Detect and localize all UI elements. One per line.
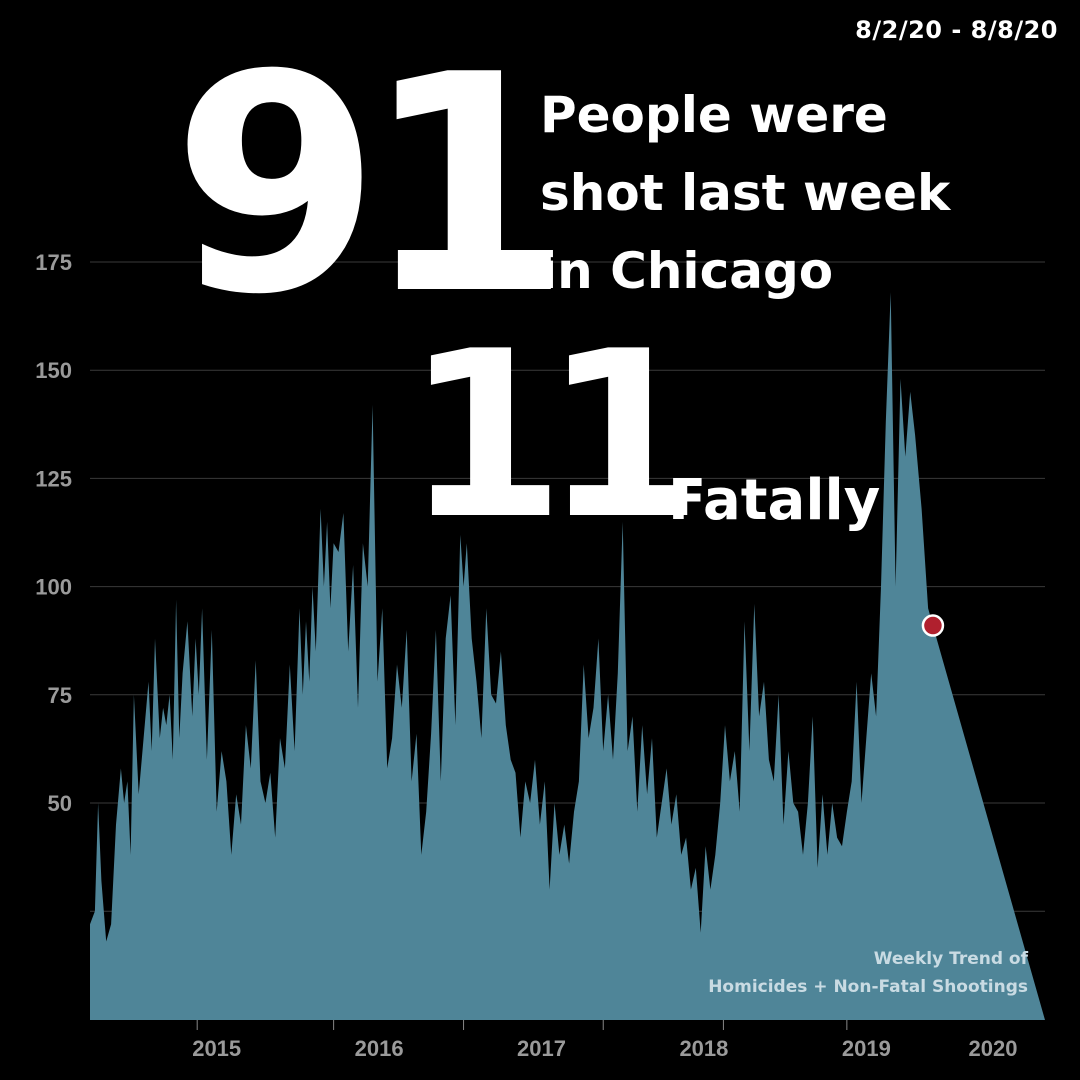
- current-week-marker: [921, 614, 945, 637]
- y-axis: 50 75 100 125 150 175: [35, 250, 72, 816]
- shot-count: 91: [172, 11, 572, 360]
- y-tick-label: 175: [35, 250, 72, 275]
- chart-area-series: [90, 292, 1045, 1020]
- x-tick-label: 2017: [517, 1036, 566, 1061]
- fatal-label: Fatally: [668, 468, 881, 533]
- x-tick-label: 2016: [355, 1036, 404, 1061]
- y-tick-label: 125: [35, 466, 72, 491]
- y-tick-label: 75: [48, 683, 72, 708]
- caption-line: Homicides + Non-Fatal Shootings: [708, 977, 1028, 997]
- headline-line: People were: [540, 86, 888, 144]
- y-tick-label: 50: [48, 791, 72, 816]
- caption-line: Weekly Trend of: [873, 949, 1028, 969]
- date-range: 8/2/20 - 8/8/20: [855, 16, 1058, 44]
- series-area: [90, 292, 1045, 1020]
- x-axis: 2015 2016 2017 2018 2019 2020: [192, 1020, 1018, 1061]
- headline: People were shot last week in Chicago: [540, 76, 950, 310]
- x-tick-label: 2019: [842, 1036, 891, 1061]
- y-tick-label: 100: [35, 575, 72, 600]
- fatal-count: 11: [405, 303, 703, 570]
- y-tick-label: 150: [35, 358, 72, 383]
- x-tick-label: 2018: [679, 1036, 728, 1061]
- current-week-marker-group: [921, 614, 945, 637]
- headline-line: in Chicago: [540, 242, 834, 300]
- chart-caption: Weekly Trend of Homicides + Non-Fatal Sh…: [708, 945, 1028, 1001]
- x-tick-label: 2015: [192, 1036, 241, 1061]
- headline-line: shot last week: [540, 164, 951, 222]
- x-tick-label: 2020: [969, 1036, 1018, 1061]
